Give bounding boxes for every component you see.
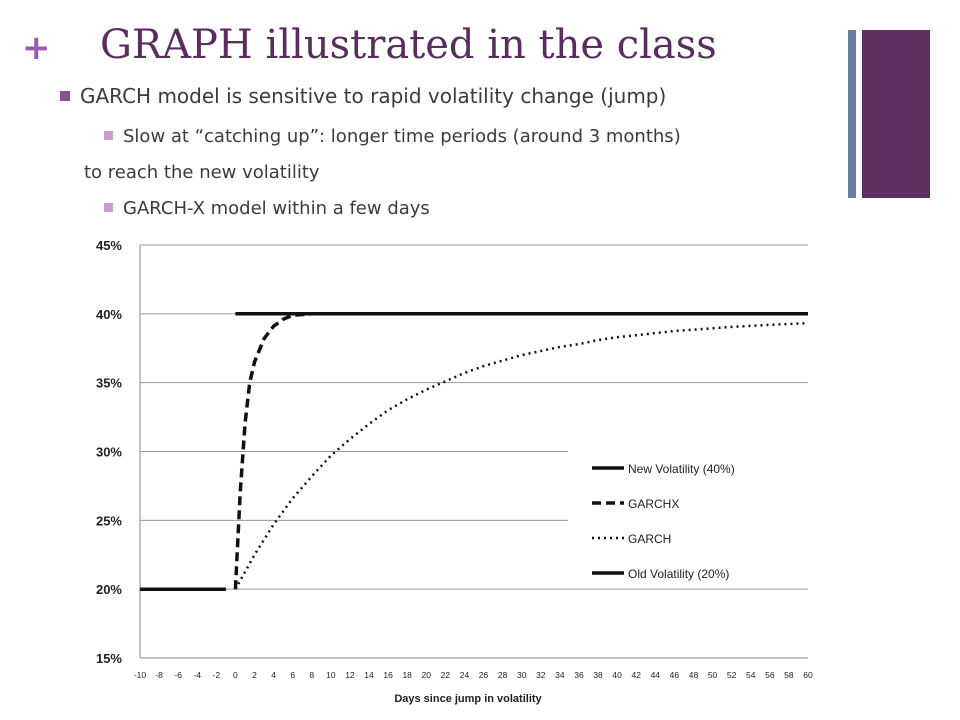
x-tick-label: 58: [784, 670, 794, 680]
sub-bullet-item: Slow at “catching up”: longer time perio…: [104, 126, 681, 147]
x-tick-label: 46: [670, 670, 680, 680]
x-tick-label: 14: [364, 670, 374, 680]
legend-label: Old Volatility (20%): [628, 567, 729, 581]
x-tick-label: 30: [517, 670, 527, 680]
x-tick-label: 52: [727, 670, 737, 680]
sub-bullet-item: GARCH-X model within a few days: [104, 198, 430, 219]
bullet-text: GARCH model is sensitive to rapid volati…: [80, 84, 667, 108]
x-tick-label: 54: [746, 670, 756, 680]
y-tick-label: 20%: [96, 582, 122, 597]
bullet-square-icon: [104, 130, 113, 140]
x-tick-label: 28: [498, 670, 508, 680]
legend-label: New Volatility (40%): [628, 462, 735, 476]
y-tick-label: 25%: [96, 513, 122, 528]
x-tick-label: 44: [651, 670, 661, 680]
x-tick-label: 0: [233, 670, 238, 680]
bullet-text: Slow at “catching up”: longer time perio…: [123, 126, 681, 147]
x-tick-label: -10: [134, 670, 147, 680]
y-tick-label: 30%: [96, 445, 122, 460]
x-tick-label: -6: [174, 670, 182, 680]
legend-label: GARCH: [628, 532, 671, 546]
x-tick-label: -4: [193, 670, 201, 680]
x-tick-label: -8: [155, 670, 163, 680]
x-tick-label: 20: [422, 670, 432, 680]
x-tick-label: 8: [309, 670, 314, 680]
x-tick-label: 22: [441, 670, 451, 680]
x-tick-label: 6: [290, 670, 295, 680]
x-tick-label: 60: [803, 670, 813, 680]
x-tick-label: 42: [631, 670, 641, 680]
x-tick-label: 12: [345, 670, 355, 680]
x-tick-label: 24: [460, 670, 470, 680]
y-tick-label: 15%: [96, 651, 122, 666]
x-tick-label: 56: [765, 670, 775, 680]
x-tick-label: 50: [708, 670, 718, 680]
y-tick-label: 35%: [96, 376, 122, 391]
y-tick-label: 40%: [96, 307, 122, 322]
x-tick-label: 40: [612, 670, 622, 680]
x-tick-label: 36: [574, 670, 584, 680]
legend-box: [568, 450, 808, 585]
x-tick-label: 26: [479, 670, 489, 680]
bullet-item: GARCH model is sensitive to rapid volati…: [60, 84, 666, 108]
y-tick-label: 45%: [96, 238, 122, 253]
series-line-3: [234, 321, 809, 590]
volatility-chart: 15%20%25%30%35%40%45%-10 -8 -6 -4 -2 0 2 4 6 8 10 1…: [96, 238, 813, 705]
decor-bar-thick: [862, 30, 930, 198]
bullet-square-icon: [60, 90, 70, 101]
plus-icon: +: [22, 28, 51, 68]
x-tick-label: -2: [213, 670, 221, 680]
x-tick-label: 48: [689, 670, 699, 680]
x-tick-label: 18: [402, 670, 412, 680]
decor-bar-thin: [848, 30, 856, 198]
slide-title: GRAPH illustrated in the class: [100, 22, 717, 68]
x-tick-label: 10: [326, 670, 336, 680]
bullet-square-icon: [104, 202, 113, 212]
bullet-text: GARCH-X model within a few days: [123, 198, 430, 219]
x-tick-label: 32: [536, 670, 546, 680]
x-tick-label: 16: [383, 670, 393, 680]
series-line-2: [233, 312, 312, 590]
x-axis-label: Days since jump in volatility: [394, 693, 542, 705]
x-tick-label: 34: [555, 670, 565, 680]
bullet-continuation: to reach the new volatility: [84, 162, 320, 183]
legend-label: GARCHX: [628, 497, 679, 511]
x-tick-label: 4: [271, 670, 276, 680]
x-tick-label: 38: [593, 670, 603, 680]
x-tick-label: 2: [252, 670, 257, 680]
